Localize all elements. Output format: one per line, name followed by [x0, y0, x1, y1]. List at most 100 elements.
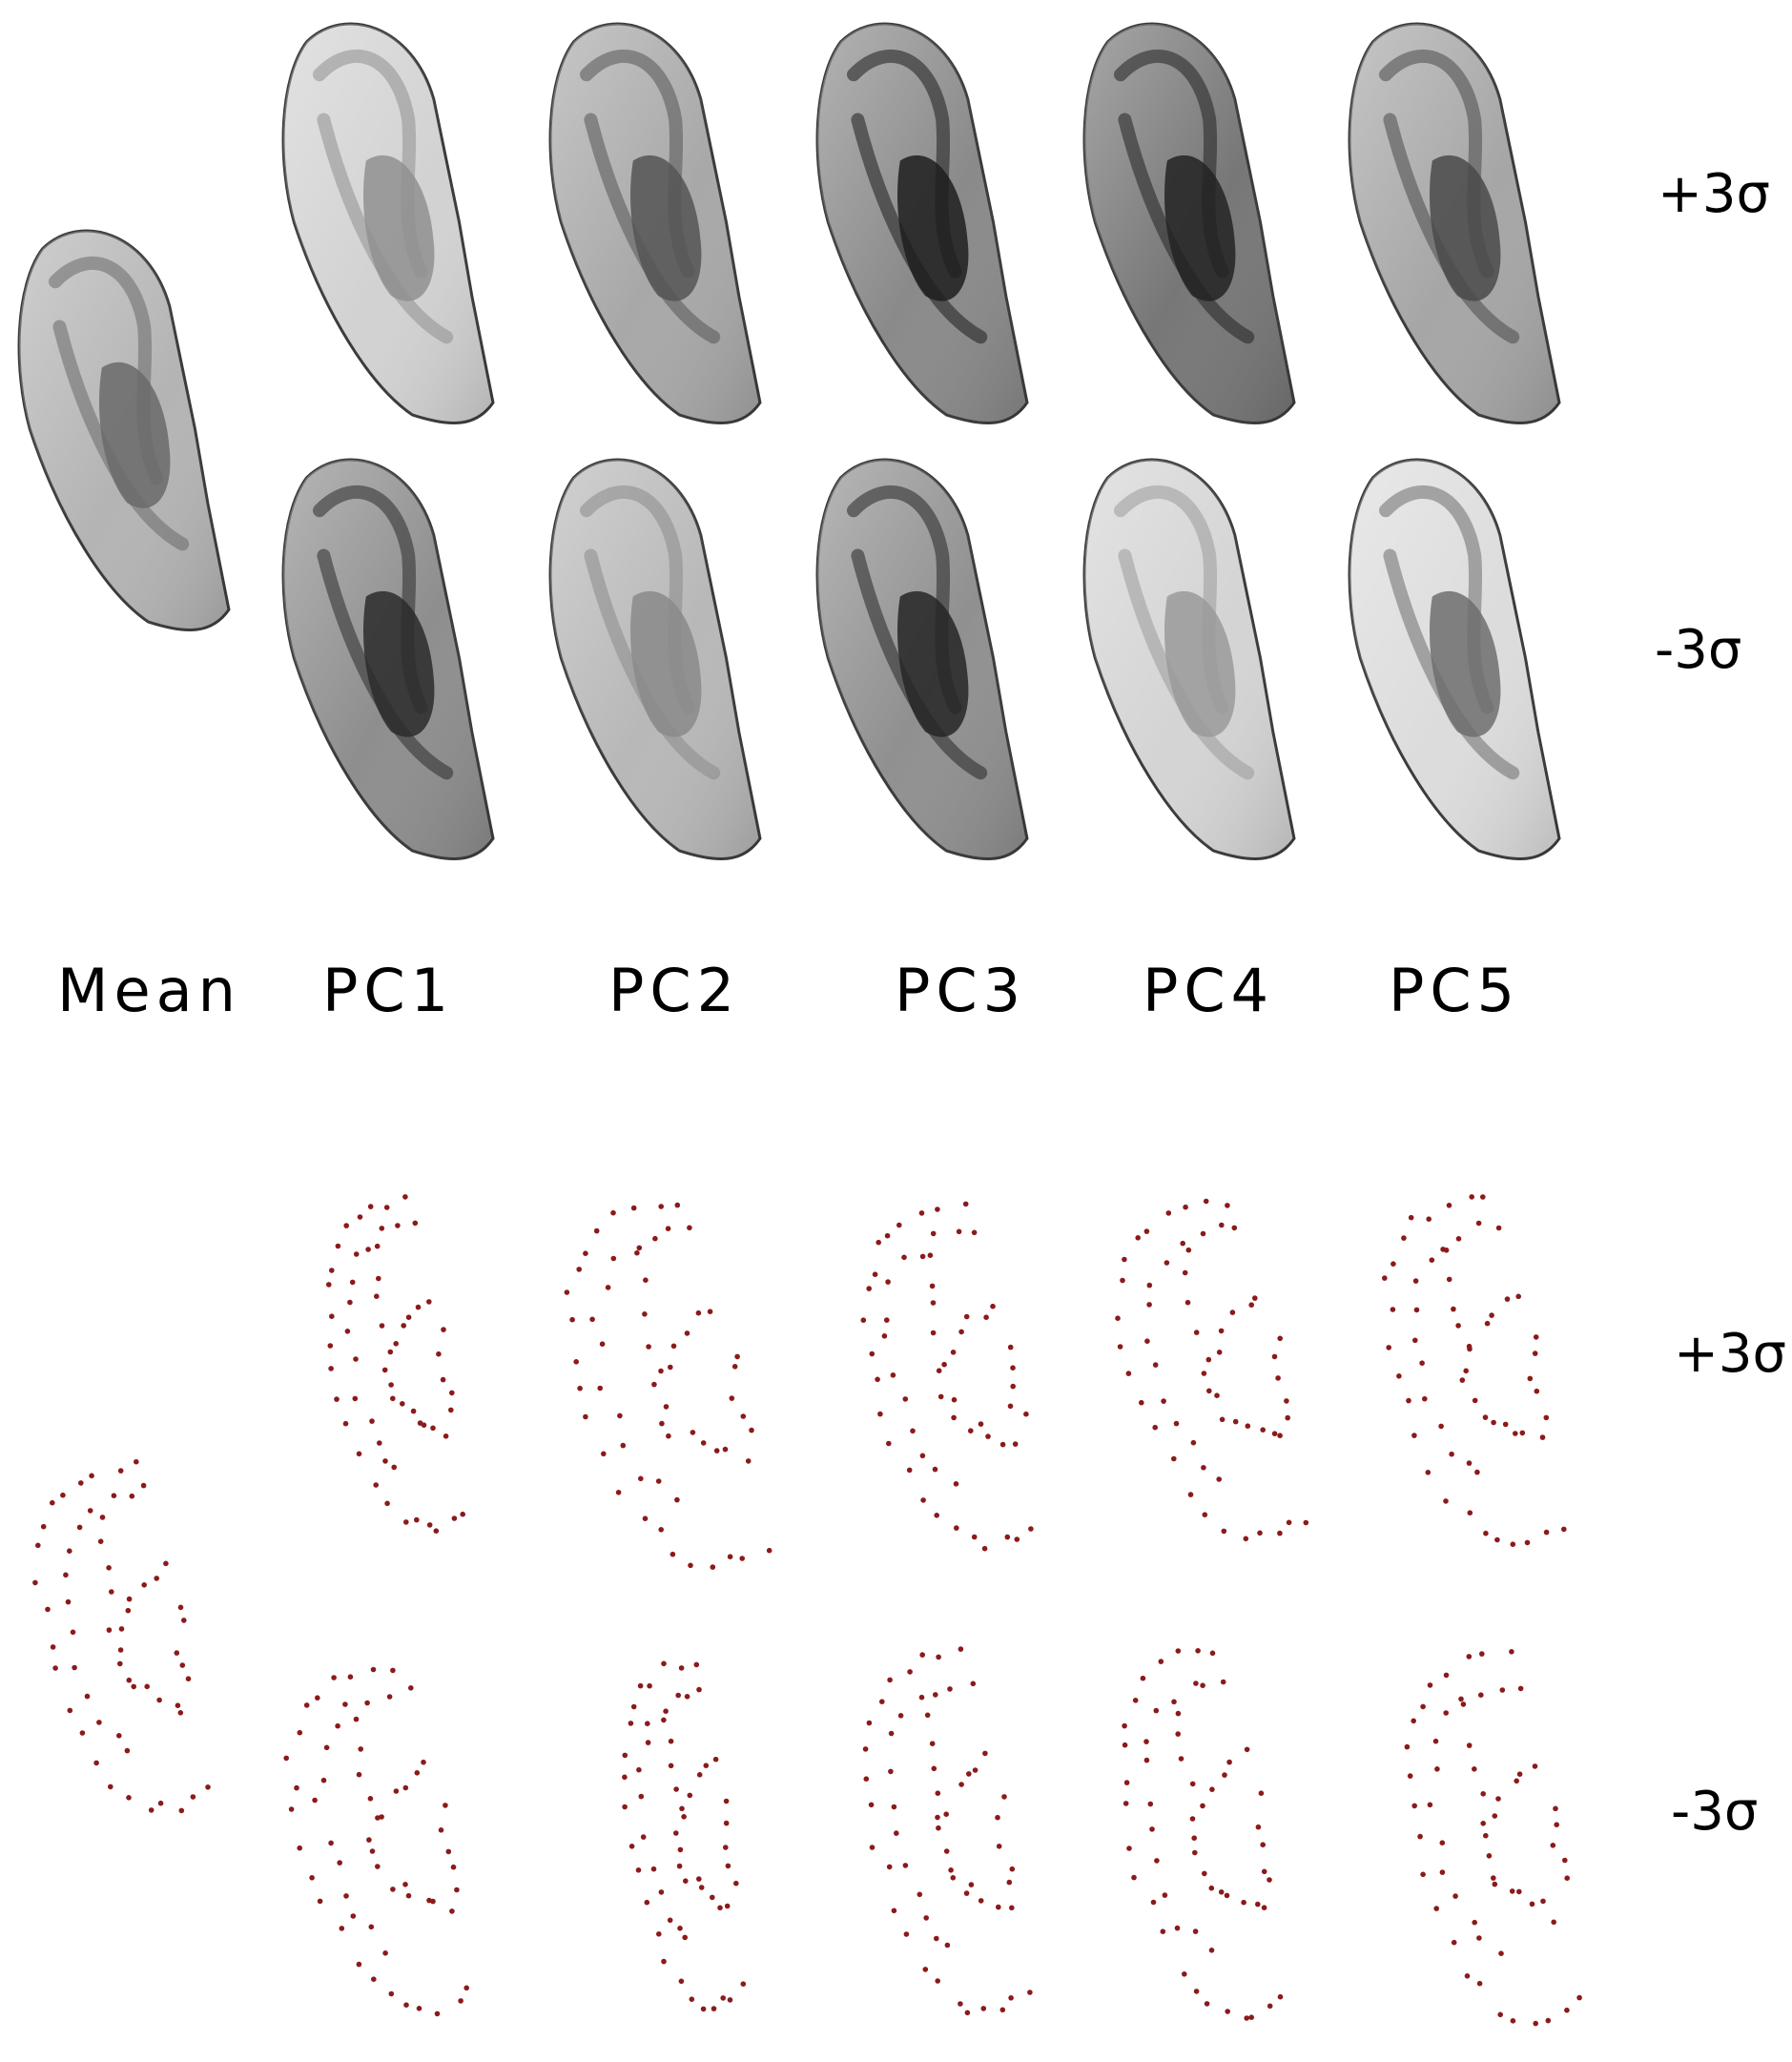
landmark-point — [661, 1958, 667, 1965]
landmark-point — [569, 1316, 575, 1323]
landmark-point — [1135, 1235, 1141, 1241]
landmark-point — [178, 1807, 185, 1814]
landmark-point — [1126, 1845, 1132, 1851]
landmark-point — [1492, 1813, 1498, 1819]
landmark-point — [1187, 1492, 1194, 1497]
landmark-point — [1517, 1685, 1524, 1692]
landmark-point — [930, 1230, 937, 1237]
landmark-point — [1225, 2009, 1230, 2014]
landmark-point — [646, 1344, 651, 1350]
landmark-point — [866, 1286, 872, 1291]
landmark-point — [971, 1229, 978, 1236]
landmark-point — [414, 1516, 420, 1523]
landmark-point — [739, 1556, 745, 1561]
landmark-point — [924, 1712, 931, 1719]
landmark-point — [1204, 2001, 1210, 2007]
landmark-point — [881, 1333, 888, 1339]
landmark-point — [636, 1245, 643, 1251]
landmark-point — [918, 1210, 925, 1216]
landmark-point — [96, 1720, 102, 1725]
landmark-point — [1472, 1919, 1477, 1926]
landmark-point — [1192, 1849, 1198, 1856]
landmark-point — [684, 1694, 690, 1700]
landmark-point — [1533, 1334, 1539, 1340]
landmark-point — [1516, 1771, 1523, 1777]
landmark-point — [696, 1686, 702, 1693]
landmark-point — [1543, 1529, 1550, 1536]
landmark-point — [393, 1788, 400, 1794]
landmark-point — [328, 1840, 334, 1846]
landmark-point — [936, 1654, 941, 1660]
landmark-point — [1480, 1821, 1486, 1826]
landmark-point — [1012, 1441, 1019, 1447]
ear-texture-mean — [17, 229, 231, 632]
landmark-point — [1497, 2011, 1503, 2018]
landmark-point — [573, 1359, 579, 1365]
landmark-point — [1284, 1398, 1289, 1404]
landmark-point — [1532, 1763, 1538, 1769]
landmark-point — [408, 1685, 414, 1691]
landmark-point — [722, 1446, 729, 1453]
landmark-point — [1443, 1498, 1449, 1504]
landmark-point — [1009, 1866, 1016, 1872]
landmark-point — [918, 1694, 925, 1701]
landmark-point — [983, 1314, 989, 1320]
landmark-point — [402, 1784, 409, 1791]
landmark-point — [1277, 1993, 1284, 2000]
landmark-point — [1229, 1309, 1236, 1315]
landmark-point — [331, 1675, 337, 1681]
landmark-point — [1232, 1418, 1239, 1425]
landmark-point — [1267, 1877, 1272, 1883]
landmark-point — [670, 1343, 677, 1350]
landmark-point — [902, 1396, 909, 1402]
landmark-point — [1153, 1707, 1160, 1714]
landmark-point — [950, 1350, 957, 1355]
landmark-point — [1248, 1302, 1254, 1308]
landmark-point — [1150, 1899, 1157, 1906]
landmark-point — [374, 1243, 381, 1249]
landmark-point — [1527, 1375, 1534, 1382]
landmark-point — [1007, 1403, 1014, 1410]
landmark-point — [1514, 1778, 1519, 1784]
landmark-point — [379, 1226, 385, 1231]
landmark-point — [971, 1534, 978, 1540]
landmark-point — [205, 1784, 211, 1790]
landmark-point — [1193, 1330, 1200, 1335]
landmark-point — [638, 1793, 645, 1800]
landmark-point — [375, 1864, 381, 1869]
landmark-point — [723, 1820, 730, 1826]
landmark-point — [667, 1917, 673, 1924]
ear-texture-pc3-plus — [815, 22, 1029, 425]
landmark-point — [1469, 1194, 1474, 1200]
landmark-point — [661, 1717, 667, 1723]
landmark-point — [964, 2010, 971, 2016]
landmark-point — [995, 1814, 1000, 1821]
landmark-point — [693, 1661, 700, 1668]
landmark-point — [383, 1205, 390, 1210]
landmark-point — [89, 1473, 94, 1479]
landmark-point — [966, 1771, 972, 1777]
landmark-point — [297, 1845, 303, 1851]
landmark-point — [999, 2007, 1006, 2013]
landmark-point — [1277, 1335, 1283, 1342]
landmark-point — [87, 1508, 93, 1514]
landmark-point — [688, 1562, 693, 1569]
landmark-point — [700, 2006, 707, 2012]
landmark-point — [1451, 1939, 1457, 1946]
landmark-point — [593, 1227, 600, 1234]
landmark-point — [659, 1420, 665, 1427]
landmark-point — [673, 1786, 679, 1792]
landmark-point — [652, 1235, 658, 1242]
landmark-point — [327, 1343, 334, 1349]
landmark-point — [902, 1863, 909, 1868]
landmark-point — [342, 1701, 348, 1707]
landmark-point — [1221, 1528, 1227, 1535]
landmark-point — [395, 1223, 401, 1228]
landmark-point — [677, 1926, 683, 1931]
landmark-point — [403, 1519, 409, 1525]
landmark-point — [866, 1720, 873, 1726]
landmark-point — [711, 2006, 717, 2011]
ear-texture-pc2-plus — [548, 22, 762, 425]
landmark-point — [438, 1827, 444, 1833]
landmark-point — [931, 1765, 937, 1772]
